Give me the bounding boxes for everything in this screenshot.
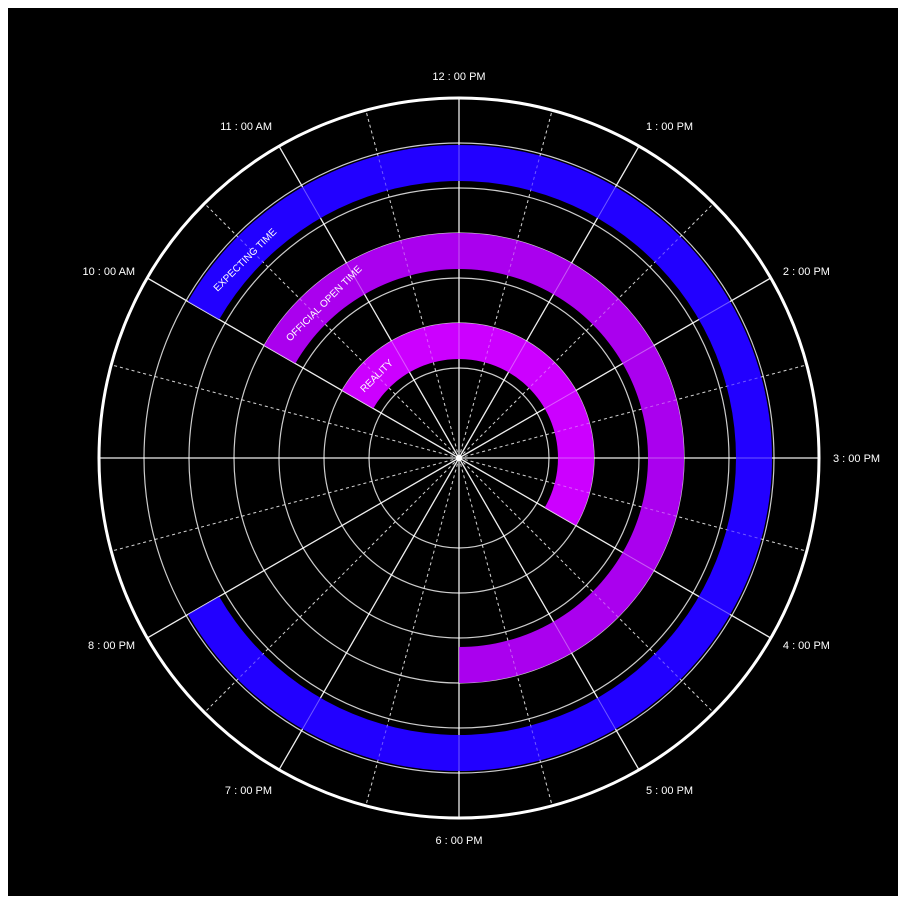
hour-label: 11 : 00 AM [220,121,272,133]
spoke-overlay [278,457,460,771]
hour-label: 12 : 00 PM [432,71,485,83]
spoke-overlay [204,457,460,713]
half-hour-spoke [365,457,460,806]
spoke-overlay [146,277,460,459]
half-hour-spoke [458,364,807,459]
time-bands [187,145,772,771]
spoke-overlay [278,145,460,459]
spoke-overlay [458,277,772,459]
band-reality [342,322,595,526]
spoke-overlay [365,110,460,459]
half-hour-spoke [458,110,553,459]
hour-label: 1 : 00 PM [646,121,693,133]
spoke-overlay [458,110,553,459]
spoke-overlay [458,203,714,459]
spoke-overlay [146,457,460,639]
spoke-overlay [365,457,460,806]
hour-label: 8 : 00 PM [88,640,135,652]
hour-label: 7 : 00 PM [225,785,272,797]
center-dot [456,455,462,461]
hour-label: 10 : 00 AM [83,266,136,278]
spoke-overlay [111,364,460,459]
half-hour-spoke [458,457,553,806]
half-hour-spoke [458,457,807,552]
spoke-overlay [204,203,460,459]
half-hour-spoke [365,110,460,459]
spoke-overlay [458,457,640,771]
hour-label: 5 : 00 PM [646,785,693,797]
hour-label: 4 : 00 PM [783,640,830,652]
spoke-overlay [458,457,807,552]
spoke-overlay [458,457,553,806]
half-hour-spoke [111,457,460,552]
spoke-overlay [458,457,772,639]
spoke-overlay [111,457,460,552]
half-hour-spoke [111,364,460,459]
hour-label: 2 : 00 PM [783,266,830,278]
hour-label: 3 : 00 PM [833,453,880,465]
chart-background: EXPECTING TIME OFFICIAL OPEN TIME REALITY 1… [8,8,898,896]
hour-label: 6 : 00 PM [435,835,482,847]
spoke-overlay [458,457,714,713]
spoke-overlay [458,145,640,459]
spoke-overlay [458,364,807,459]
